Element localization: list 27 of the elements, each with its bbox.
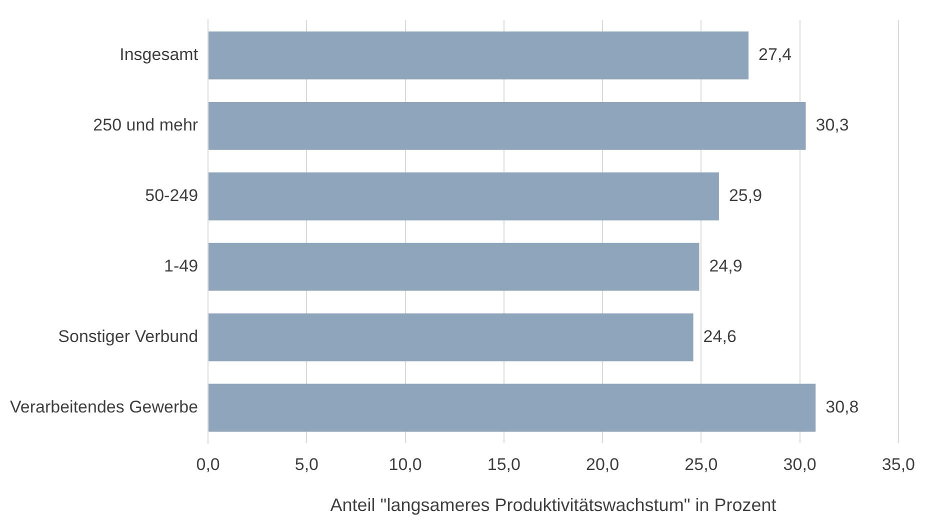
y-tick-label: Verarbeitendes Gewerbe	[10, 397, 198, 416]
bar	[208, 384, 816, 432]
x-tick-label: 5,0	[294, 454, 319, 474]
data-label: 30,8	[826, 397, 859, 416]
y-tick-label: 50-249	[145, 186, 198, 206]
y-tick-label: Sonstiger Verbund	[58, 326, 198, 346]
data-label: 24,9	[709, 256, 742, 276]
y-tick-label: 250 und mehr	[93, 116, 198, 135]
bar	[208, 242, 700, 291]
bar	[208, 102, 806, 150]
x-tick-label: 10,0	[388, 454, 422, 474]
data-label: 25,9	[728, 186, 762, 206]
x-tick-label: 30,0	[783, 454, 816, 474]
data-label: 24,6	[703, 326, 736, 346]
y-tick-label: Insgesamt	[120, 45, 198, 64]
x-tick-label: 25,0	[684, 454, 718, 474]
y-tick-label: 1-49	[164, 256, 198, 276]
x-tick-label: 20,0	[586, 454, 620, 474]
bar	[208, 31, 749, 80]
data-label: 27,4	[758, 45, 792, 64]
x-tick-label: 35,0	[882, 454, 916, 474]
data-label: 30,3	[816, 116, 849, 135]
x-axis-title: Anteil "langsameres Produktivitätswachstum" in Prozent	[330, 495, 776, 516]
bar	[208, 313, 694, 362]
x-tick-label: 0,0	[196, 454, 220, 474]
bar	[208, 172, 719, 220]
x-tick-label: 15,0	[487, 454, 520, 474]
